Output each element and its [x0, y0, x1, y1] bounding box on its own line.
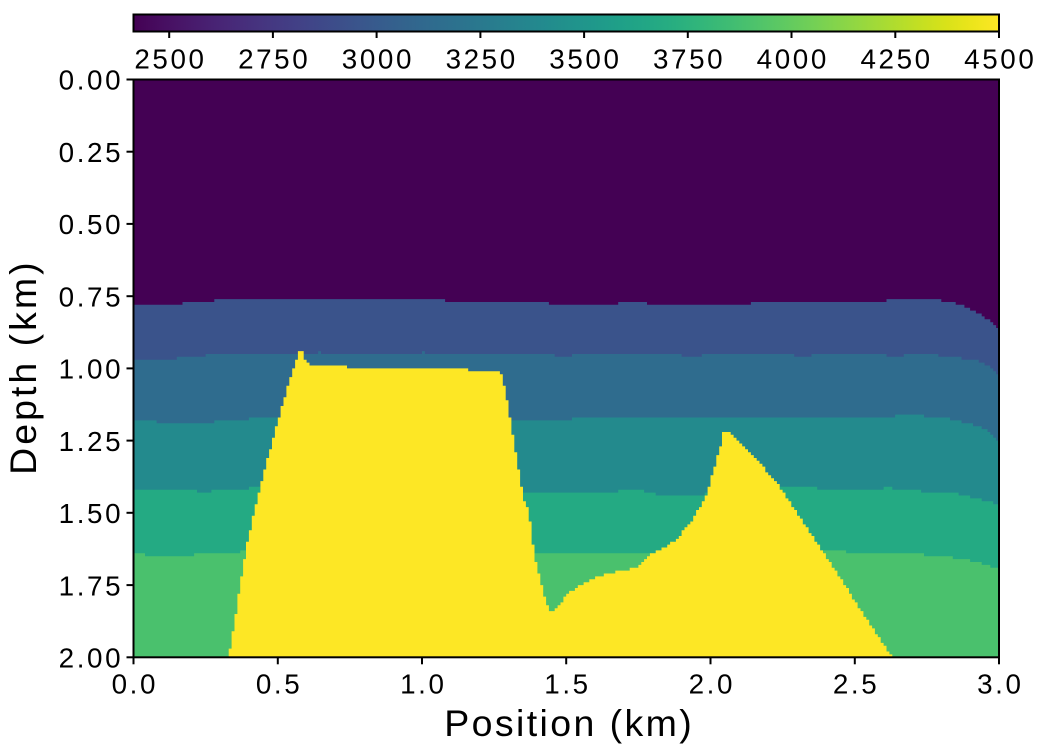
svg-text:1.50: 1.50 [59, 498, 124, 529]
svg-text:2.5: 2.5 [833, 669, 879, 700]
svg-text:1.00: 1.00 [59, 354, 124, 385]
svg-text:Depth (km): Depth (km) [2, 259, 44, 474]
svg-text:3750: 3750 [653, 44, 725, 75]
svg-text:4500: 4500 [964, 44, 1036, 75]
svg-text:1.75: 1.75 [59, 570, 124, 601]
svg-text:3500: 3500 [549, 44, 621, 75]
svg-text:0.25: 0.25 [59, 137, 124, 168]
svg-text:2.00: 2.00 [59, 643, 124, 674]
svg-text:0.5: 0.5 [256, 669, 302, 700]
svg-text:1.25: 1.25 [59, 426, 124, 457]
svg-text:2750: 2750 [238, 44, 310, 75]
svg-text:0.0: 0.0 [112, 669, 158, 700]
svg-text:2500: 2500 [134, 44, 206, 75]
svg-text:3250: 3250 [446, 44, 518, 75]
svg-text:Position (km): Position (km) [444, 702, 694, 744]
svg-text:3.0: 3.0 [977, 669, 1023, 700]
svg-text:0.00: 0.00 [59, 65, 124, 96]
svg-text:0.75: 0.75 [59, 281, 124, 312]
svg-text:2.0: 2.0 [689, 669, 735, 700]
svg-text:3000: 3000 [342, 44, 414, 75]
svg-text:4000: 4000 [757, 44, 829, 75]
svg-text:4250: 4250 [860, 44, 932, 75]
svg-text:0.50: 0.50 [59, 209, 124, 240]
svg-text:1.0: 1.0 [400, 669, 446, 700]
svg-text:1.5: 1.5 [544, 669, 590, 700]
